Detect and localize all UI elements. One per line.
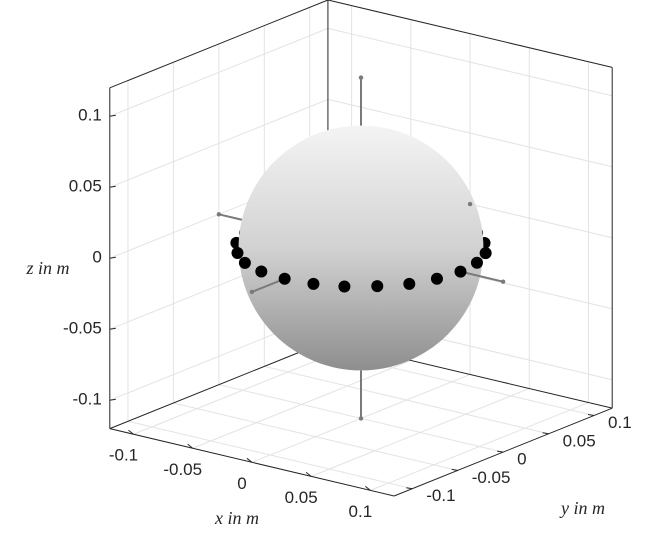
x-tick	[365, 486, 371, 491]
z-axis-label: z in m	[25, 258, 69, 278]
z-tick-label: -0.05	[63, 319, 102, 338]
data-point	[454, 265, 467, 278]
y-tick-label: 0.05	[563, 431, 596, 450]
data-point	[338, 280, 351, 293]
grid-line	[127, 420, 413, 490]
stem-end	[216, 212, 222, 217]
x-tick	[128, 429, 134, 435]
grid-line	[264, 365, 549, 435]
x-tick	[246, 457, 253, 463]
x-axis-label: x in m	[214, 508, 259, 528]
stem-end	[358, 75, 364, 80]
x-tick	[305, 471, 312, 477]
z-tick	[109, 185, 116, 188]
y-tick	[406, 487, 413, 490]
sphere	[238, 125, 484, 371]
data-point	[479, 247, 492, 260]
z-tick-label: 0	[92, 248, 101, 267]
data-point	[238, 256, 251, 269]
x-tick-label: -0.1	[109, 446, 138, 465]
y-tick-label: -0.05	[472, 468, 511, 487]
data-point	[307, 277, 320, 290]
x-tick-label: 0.05	[285, 488, 318, 507]
axis-box	[109, 340, 329, 430]
data-point	[278, 272, 291, 285]
axis-box	[109, 0, 329, 89]
y-tick-label: 0.1	[608, 413, 632, 432]
x-tick	[187, 443, 194, 449]
y-tick	[587, 413, 595, 416]
stem	[218, 213, 243, 221]
x-tick-label: -0.05	[163, 460, 202, 479]
data-point	[371, 280, 384, 293]
stem-end	[500, 279, 506, 284]
y-tick	[497, 450, 504, 453]
grid-line	[109, 27, 329, 117]
grid-line	[327, 27, 613, 97]
x-tick-label: 0.1	[349, 502, 373, 521]
data-point	[430, 272, 443, 285]
data-point	[470, 256, 483, 269]
y-tick-label: -0.1	[426, 486, 455, 505]
z-tick	[109, 114, 116, 117]
y-axis-label: y in m	[559, 498, 605, 518]
grid-line	[173, 402, 458, 471]
z-tick-label: 0.05	[69, 177, 102, 196]
stem-end	[467, 201, 473, 207]
y-tick-label: 0	[517, 450, 526, 469]
data-point	[255, 265, 268, 278]
axis-box	[327, 0, 613, 68]
z-tick	[109, 398, 116, 401]
data-point	[403, 277, 416, 290]
stem-end	[358, 416, 364, 421]
grid-line	[327, 98, 613, 168]
stem-end	[249, 289, 255, 295]
z-tick-label: -0.1	[73, 390, 102, 409]
x-tick-label: 0	[237, 474, 246, 493]
grid-line	[109, 98, 329, 188]
z-tick-label: 0.1	[78, 106, 102, 125]
z-tick	[109, 327, 116, 330]
y-tick	[542, 432, 549, 435]
y-tick	[451, 468, 458, 471]
z-tick	[109, 256, 116, 259]
data-point	[231, 247, 244, 260]
